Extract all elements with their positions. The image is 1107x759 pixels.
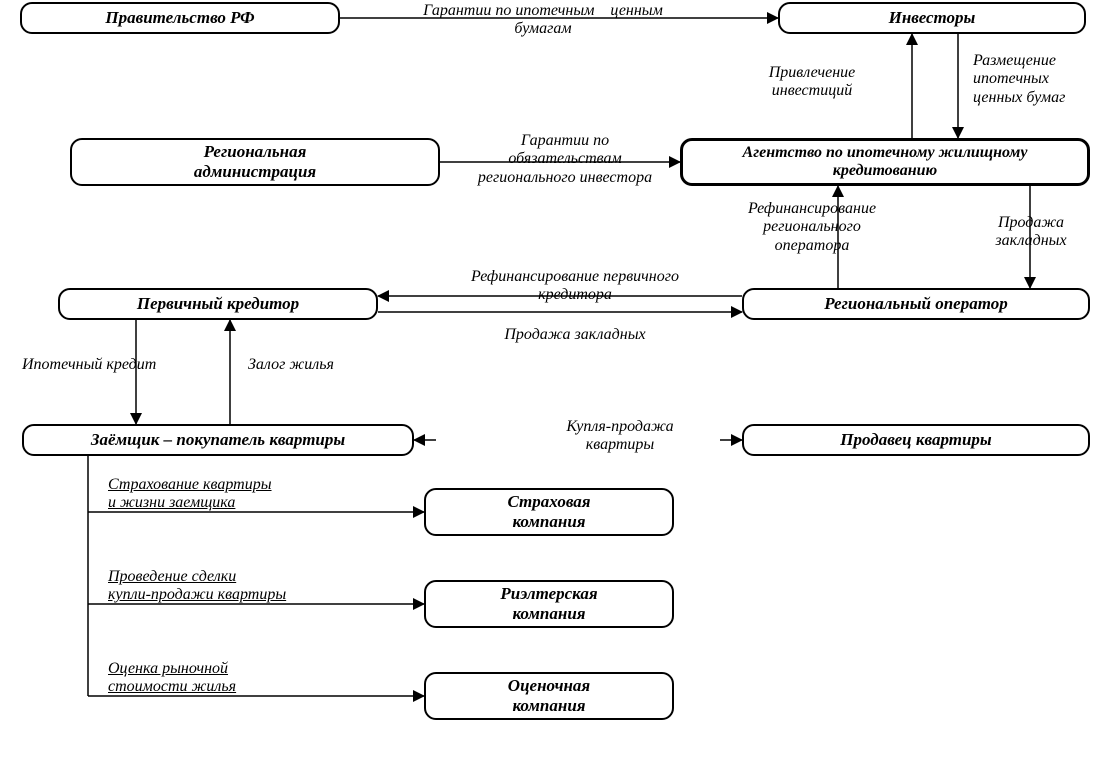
label-l_gov_inv: Гарантии по ипотечным ценным бумагам (388, 2, 698, 39)
label-text: Страхование квартиры и жизни заемщика (108, 476, 272, 511)
label-text: Рефинансирование регионального оператора (748, 200, 876, 254)
label-text: Гарантии по ипотечным ценным бумагам (423, 2, 663, 37)
node-agency: Агентство по ипотечному жилищному кредит… (680, 138, 1090, 186)
node-seller: Продавец квартиры (742, 424, 1090, 456)
node-label: Риэлтерская компания (500, 584, 597, 623)
label-l_insur: Страхование квартиры и жизни заемщика (108, 476, 368, 513)
node-primcred: Первичный кредитор (58, 288, 378, 320)
node-label: Первичный кредитор (137, 294, 299, 314)
label-text: Гарантии по обязательствам регионального… (478, 132, 652, 186)
node-label: Правительство РФ (105, 8, 254, 28)
node-label: Региональный оператор (824, 294, 1007, 314)
node-realtor: Риэлтерская компания (424, 580, 674, 628)
label-text: Купля-продажа квартиры (566, 418, 673, 453)
edges-layer (0, 0, 1107, 759)
node-label: Заёмщик – покупатель квартиры (91, 430, 345, 450)
label-l_pledge: Залог жилья (248, 356, 398, 374)
label-l_attract: Привлечение инвестиций (737, 64, 887, 101)
label-l_placement: Размещение ипотечных ценных бумаг (973, 52, 1103, 107)
node-label: Региональная администрация (194, 142, 316, 181)
node-label: Страховая компания (507, 492, 590, 531)
diagram-canvas: Правительство РФ Инвесторы Региональная ад… (0, 0, 1107, 759)
label-text: Оценка рыночной стоимости жилья (108, 660, 236, 695)
node-label: Агентство по ипотечному жилищному кредит… (743, 144, 1028, 181)
label-l_realtor: Проведение сделки купли-продажи квартиры (108, 568, 368, 605)
node-label: Оценочная компания (508, 676, 590, 715)
label-l_sale_mort1: Продажа закладных (966, 214, 1096, 251)
label-text: Рефинансирование первичного кредитора (471, 268, 679, 303)
node-gov: Правительство РФ (20, 2, 340, 34)
label-l_reg_guar: Гарантии по обязательствам регионального… (450, 132, 680, 187)
node-appraise: Оценочная компания (424, 672, 674, 720)
label-l_mort_credit: Ипотечный кредит (22, 356, 202, 374)
label-text: Ипотечный кредит (22, 356, 156, 373)
node-regop: Региональный оператор (742, 288, 1090, 320)
label-l_refin_regop: Рефинансирование регионального оператора (712, 200, 912, 255)
label-text: Продажа закладных (504, 326, 645, 343)
label-text: Продажа закладных (995, 214, 1066, 249)
node-investors: Инвесторы (778, 2, 1086, 34)
label-l_sale_mort2: Продажа закладных (430, 326, 720, 344)
node-borrower: Заёмщик – покупатель квартиры (22, 424, 414, 456)
node-label: Продавец квартиры (840, 430, 991, 450)
label-text: Размещение ипотечных ценных бумаг (973, 52, 1065, 106)
label-text: Залог жилья (248, 356, 334, 373)
node-insur: Страховая компания (424, 488, 674, 536)
node-regadmin: Региональная администрация (70, 138, 440, 186)
label-l_appraise: Оценка рыночной стоимости жилья (108, 660, 368, 697)
label-l_refin_prim: Рефинансирование первичного кредитора (430, 268, 720, 305)
node-label: Инвесторы (889, 8, 976, 28)
label-l_buy_sell: Купля-продажа квартиры (520, 418, 720, 455)
label-text: Проведение сделки купли-продажи квартиры (108, 568, 286, 603)
label-text: Привлечение инвестиций (769, 64, 856, 99)
